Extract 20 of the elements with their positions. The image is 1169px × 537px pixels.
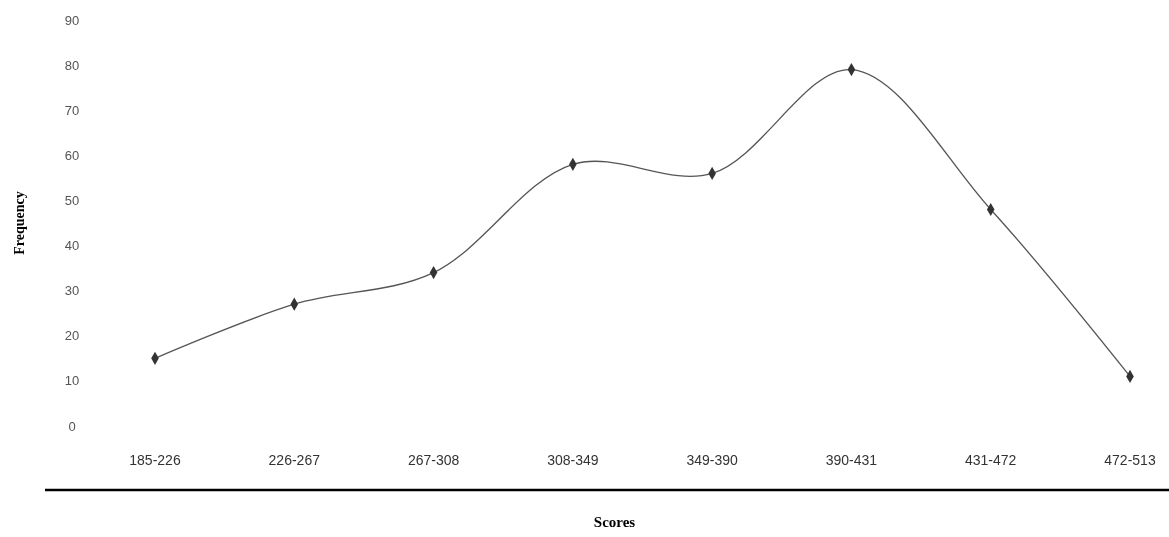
y-tick-label: 30 xyxy=(64,283,80,299)
x-axis-title: Scores xyxy=(593,514,636,530)
x-tick-label: 431-472 xyxy=(965,452,1017,468)
x-tick-label: 308-349 xyxy=(547,452,599,468)
y-tick-label: 10 xyxy=(64,373,80,389)
y-tick-label: 50 xyxy=(64,192,80,208)
y-tick-label: 60 xyxy=(64,147,80,163)
y-tick-label: 40 xyxy=(64,238,80,254)
x-tick-label: 390-431 xyxy=(825,452,878,468)
y-tick-label: 70 xyxy=(64,102,80,118)
x-tick-label: 472-513 xyxy=(1104,452,1156,468)
y-axis-title: Frequency xyxy=(12,191,27,255)
x-tick-label: 185-226 xyxy=(129,452,181,468)
y-tick-label: 80 xyxy=(64,57,80,73)
y-tick-label: 0 xyxy=(68,418,76,434)
x-tick-label: 226-267 xyxy=(268,452,321,468)
x-tick-label: 267-308 xyxy=(407,452,460,468)
y-tick-label: 20 xyxy=(64,328,80,344)
x-tick-label: 349-390 xyxy=(686,452,739,468)
y-tick-label: 90 xyxy=(64,12,80,28)
